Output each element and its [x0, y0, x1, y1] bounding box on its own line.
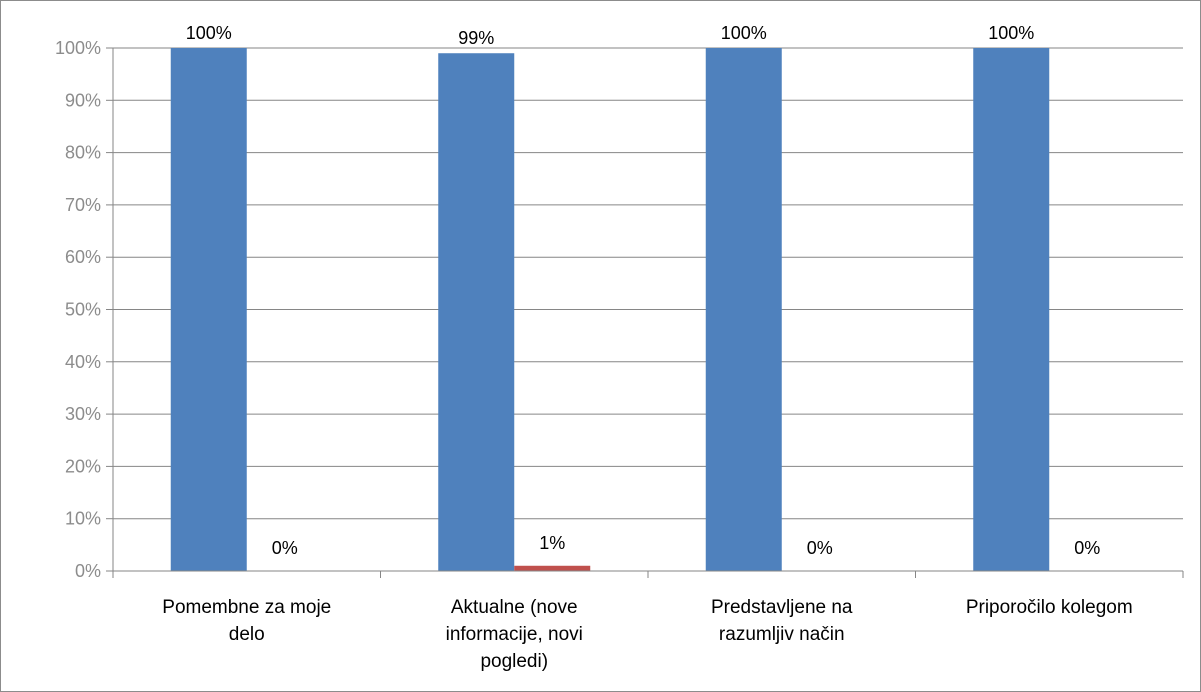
category-label-line: Pomembne za moje	[162, 597, 331, 618]
data-label: 100%	[186, 23, 232, 43]
bar	[170, 48, 247, 571]
bar	[973, 48, 1050, 571]
y-tick-label: 90%	[65, 90, 101, 110]
y-tick-label: 50%	[65, 300, 101, 320]
category-label-line: delo	[229, 624, 265, 645]
y-tick-label: 20%	[65, 456, 101, 476]
category-labels: Pomembne za moje delo Aktualne (nove inform…	[162, 597, 1132, 672]
bar	[705, 48, 782, 571]
data-label: 100%	[988, 23, 1034, 43]
category-label: Predstavljene na razumljiv način	[711, 597, 853, 645]
data-label: 0%	[807, 538, 833, 558]
category-label: Priporočilo kolegom	[966, 597, 1133, 618]
y-tick-label: 0%	[75, 561, 101, 581]
bar	[514, 565, 591, 571]
y-tick-label: 60%	[65, 247, 101, 267]
y-tick-label: 30%	[65, 404, 101, 424]
category-label-line: Predstavljene na	[711, 597, 853, 618]
category-label: Pomembne za moje delo	[162, 597, 331, 645]
y-tick-label: 100%	[55, 38, 101, 58]
data-label: 99%	[458, 28, 494, 48]
y-tick-label: 70%	[65, 195, 101, 215]
y-tick-label: 10%	[65, 509, 101, 529]
category-label-line: Aktualne (nove	[451, 597, 578, 618]
category-label: Aktualne (nove informacije, novi pogledi)	[446, 597, 583, 672]
y-tick-label: 80%	[65, 143, 101, 163]
category-label-line: razumljiv način	[719, 624, 845, 645]
data-label: 1%	[539, 533, 565, 553]
category-label-line: informacije, novi	[446, 624, 583, 645]
x-axis	[112, 570, 1184, 578]
bar	[438, 53, 515, 572]
category-label-line: Priporočilo kolegom	[966, 597, 1133, 618]
y-tick-label: 40%	[65, 352, 101, 372]
data-label: 100%	[721, 23, 767, 43]
y-axis-tick-labels: 0% 10% 20% 30% 40% 50% 60% 70% 80% 90% 100%	[55, 38, 101, 581]
data-label: 0%	[1074, 538, 1100, 558]
data-labels: 100% 0% 99% 1% 100% 0% 100% 0%	[186, 23, 1101, 558]
data-label: 0%	[272, 538, 298, 558]
bars	[170, 48, 1050, 572]
category-label-line: pogledi)	[480, 651, 548, 672]
